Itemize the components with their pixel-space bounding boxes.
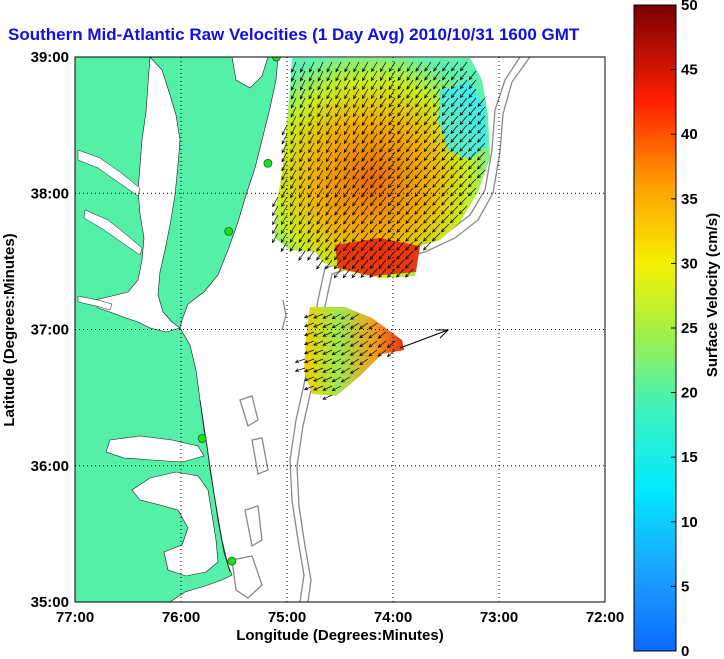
pamlico-sound xyxy=(131,471,219,577)
colorbar-tick-label: 5 xyxy=(681,578,689,595)
velocity-arrow-set xyxy=(271,61,486,400)
potomac-river xyxy=(77,149,141,197)
x-tick-label: 72:00 xyxy=(586,609,624,626)
radar-station-marker xyxy=(263,158,273,168)
colorbar-tick-label: 50 xyxy=(681,0,698,14)
x-tick-label: 74:00 xyxy=(374,609,412,626)
albemarle-sound xyxy=(105,435,205,463)
colorbar-tick-label: 15 xyxy=(681,449,698,466)
colorbar-tick-label: 10 xyxy=(681,514,698,531)
x-axis-label: Longitude (Degrees:Minutes) xyxy=(236,627,444,644)
delaware-bay xyxy=(231,57,269,89)
y-tick-label: 36:00 xyxy=(31,458,69,475)
radar-station-marker xyxy=(197,434,207,443)
radar-station-marker xyxy=(227,556,237,566)
colorbar-tick-label: 45 xyxy=(681,62,698,79)
y-tick-label: 39:00 xyxy=(31,49,69,66)
x-tick-label: 73:00 xyxy=(480,609,518,626)
radar-stations xyxy=(197,57,281,566)
x-tick-label: 75:00 xyxy=(268,609,306,626)
plot-frame xyxy=(74,56,606,603)
y-axis-label: Latitude (Degrees:Minutes) xyxy=(1,233,18,426)
colorbar-tick-label: 30 xyxy=(681,255,698,272)
colorbar-tick-label: 35 xyxy=(681,191,698,208)
x-tick-label: 76:00 xyxy=(162,609,200,626)
velocity-arrows xyxy=(271,61,486,400)
y-tick-labels: 39:00 38:00 37:00 36:00 35:00 xyxy=(31,49,69,611)
y-tick-label: 35:00 xyxy=(31,594,69,611)
colorbar-ticks: 0 5 10 15 20 25 30 35 40 45 50 xyxy=(671,0,698,659)
plot-area xyxy=(75,57,605,602)
colorbar-tick-label: 20 xyxy=(681,385,698,402)
colorbar-tick-label: 25 xyxy=(681,320,698,337)
colorbar xyxy=(633,4,677,652)
radar-station-marker xyxy=(224,226,234,236)
chesapeake-bay xyxy=(94,57,181,333)
colorbar-tick-label: 0 xyxy=(681,643,689,659)
x-tick-labels: 77:00 76:00 75:00 74:00 73:00 72:00 xyxy=(56,609,624,626)
grid-lines xyxy=(75,57,605,602)
y-tick-label: 38:00 xyxy=(31,185,69,202)
colorbar-tick-label: 40 xyxy=(681,126,698,143)
radar-station-marker xyxy=(272,57,281,62)
velocity-field-north-red xyxy=(335,238,420,276)
james-river xyxy=(77,295,113,311)
rappahannock-river xyxy=(83,209,143,256)
y-tick-label: 37:00 xyxy=(31,322,69,339)
map-title: Southern Mid-Atlantic Raw Velocities (1 … xyxy=(8,25,580,44)
colorbar-label: Surface Velocity (cm/s) xyxy=(704,213,721,377)
x-tick-label: 77:00 xyxy=(56,609,94,626)
outer-banks xyxy=(199,399,231,573)
